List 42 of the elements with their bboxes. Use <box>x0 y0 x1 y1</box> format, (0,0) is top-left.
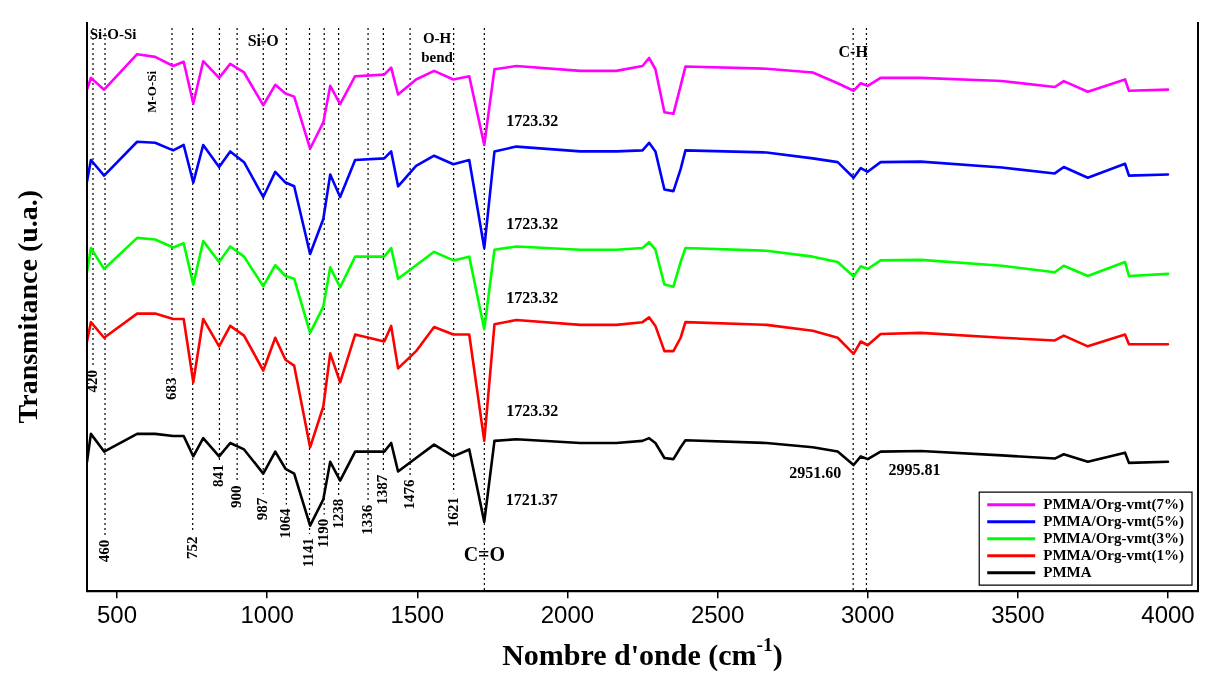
annotation: C-H <box>838 43 869 61</box>
annotation: Si-O <box>247 32 279 50</box>
annotation: 1723.32 <box>506 112 559 130</box>
annotation: 1721.37 <box>505 490 558 508</box>
legend-label: PMMA/Org-vmt(5%) <box>1043 512 1184 530</box>
ref-line-label: 683 <box>162 377 179 401</box>
ref-line-label: 1621 <box>444 497 461 528</box>
ref-line-label: 1064 <box>277 508 294 539</box>
text: Si-O-Si <box>89 25 137 42</box>
annotation: M-O-Si <box>144 70 160 113</box>
ref-line-label: 1238 <box>329 498 346 529</box>
x-tick-label: 3000 <box>841 601 895 629</box>
y-axis-title: Transmitance (u.a.) <box>12 189 44 424</box>
annotation: 1723.32 <box>506 401 559 419</box>
x-tick-label: 4000 <box>1141 601 1195 629</box>
ref-line-label: 460 <box>95 539 112 563</box>
ref-line-label: 1141 <box>300 537 317 568</box>
x-tick-label: 2500 <box>690 601 745 629</box>
x-tick-label: 500 <box>97 601 138 629</box>
annotation: C=O <box>463 542 506 565</box>
legend-label: PMMA <box>1043 563 1092 580</box>
ref-line-label: 987 <box>254 497 271 521</box>
ref-line-label: 1336 <box>358 504 375 535</box>
legend-label: PMMA/Org-vmt(1%) <box>1043 546 1184 564</box>
annotation: 2995.81 <box>888 461 941 479</box>
x-tick-label: 3500 <box>991 601 1045 629</box>
legend-label: PMMA/Org-vmt(7%) <box>1043 495 1184 513</box>
ref-line-label: 752 <box>183 536 200 559</box>
x-tick-label: 1000 <box>240 601 294 629</box>
annotation: bend <box>421 48 454 65</box>
ref-line-label: 1476 <box>400 479 417 510</box>
annotation: 2951.60 <box>789 463 842 481</box>
ref-line-label: 900 <box>228 485 245 508</box>
legend-label: PMMA/Org-vmt(3%) <box>1043 529 1184 547</box>
x-tick-label: 1500 <box>390 601 444 629</box>
annotation: 1723.32 <box>506 289 559 307</box>
ref-line-label: 1190 <box>315 518 332 548</box>
x-tick-label: 2000 <box>540 601 595 629</box>
ref-line-label: 1387 <box>374 474 391 505</box>
text: O-H <box>422 29 452 46</box>
ref-line-label: 841 <box>210 464 227 487</box>
annotation: 1723.32 <box>506 215 559 233</box>
